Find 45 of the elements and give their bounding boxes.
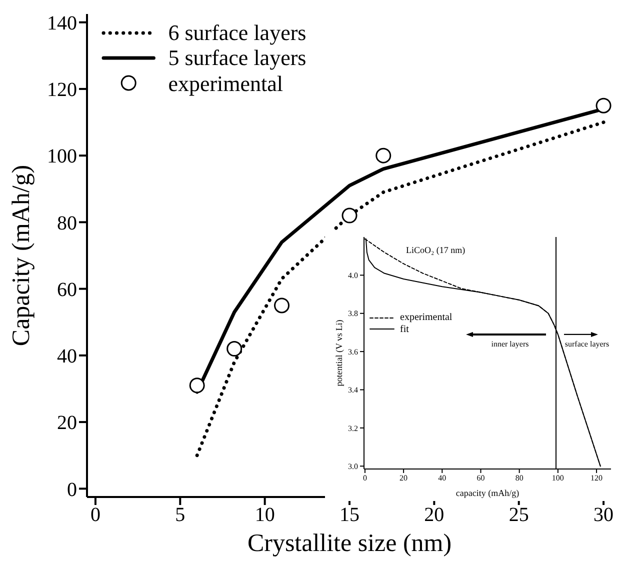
- x-tick-label: 30: [594, 504, 614, 526]
- x-tick-label: 10: [254, 504, 275, 526]
- annotation: surface layers: [564, 339, 610, 348]
- y-tick-label: 20: [57, 412, 77, 434]
- x-tick-label: 0: [362, 474, 367, 483]
- x-tick-label: 25: [508, 504, 529, 526]
- point: [274, 298, 290, 314]
- x-axis-title: Crystallite size (nm): [247, 530, 452, 557]
- x-tick-label: 20: [400, 474, 408, 483]
- legend-label: fit: [400, 324, 409, 335]
- y-tick-label: 140: [47, 12, 77, 34]
- point: [189, 378, 205, 394]
- x-tick-label: 40: [438, 474, 446, 483]
- y-tick-label: 3.4: [348, 386, 358, 395]
- legend-label: 6 surface layers: [168, 20, 306, 46]
- legend-label: experimental: [168, 70, 284, 96]
- legend-label: experimental: [400, 312, 452, 324]
- x-tick-label: 60: [476, 474, 485, 483]
- y-axis-title: Capacity (mAh/g): [8, 164, 35, 346]
- y-tick-label: 4.0: [348, 271, 358, 280]
- x-tick-label: 100: [552, 474, 564, 483]
- legend-label: 5 surface layers: [168, 45, 306, 71]
- x-tick-label: 20: [424, 504, 444, 526]
- x-tick-label: 0: [90, 504, 100, 526]
- y-axis-title: potential (V vs Li): [334, 320, 344, 386]
- point: [226, 341, 242, 357]
- annotation: inner layers: [491, 339, 529, 348]
- y-tick-label: 3.6: [348, 347, 358, 356]
- y-tick-label: 3.8: [348, 309, 358, 318]
- x-tick-label: 5: [175, 504, 186, 526]
- y-tick-label: 3.0: [348, 462, 358, 471]
- point: [376, 148, 392, 164]
- y-tick-label: 100: [47, 146, 77, 168]
- x-tick-label: 15: [340, 504, 360, 526]
- y-tick-label: 3.2: [348, 424, 358, 433]
- x-tick-label: 80: [515, 474, 524, 483]
- y-tick-label: 80: [57, 212, 77, 234]
- point: [596, 98, 612, 114]
- text: LiCoO₂ (17 nm): [406, 245, 466, 255]
- x-axis-title: capacity (mAh/g): [456, 488, 520, 498]
- point: [342, 208, 358, 224]
- x-tick-label: 120: [590, 474, 603, 483]
- y-tick-label: 40: [57, 346, 77, 368]
- y-tick-label: 60: [57, 278, 77, 301]
- y-tick-label: 120: [47, 79, 77, 102]
